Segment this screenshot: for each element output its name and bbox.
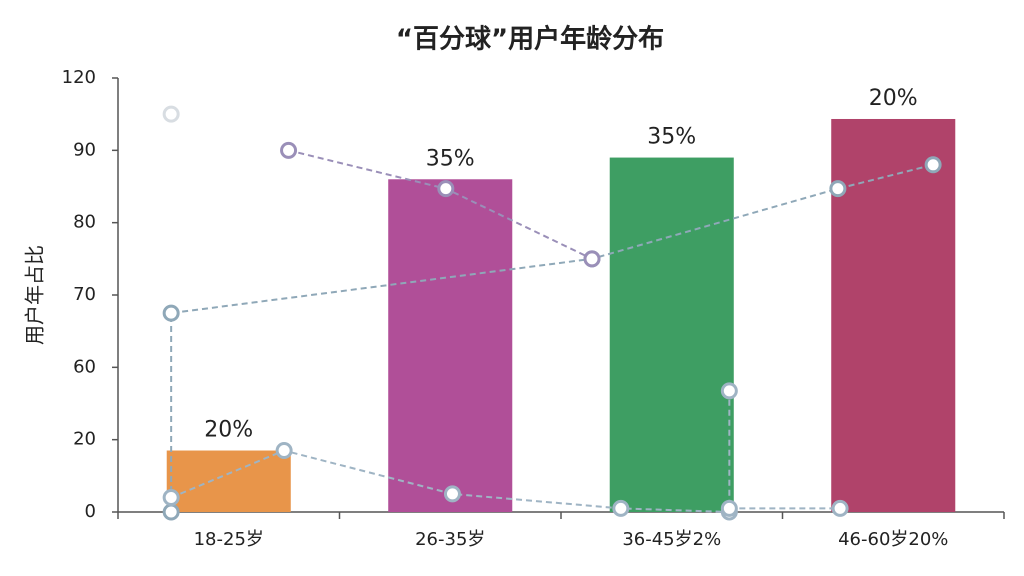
line-point xyxy=(162,304,180,322)
line-point xyxy=(829,180,847,198)
line-point xyxy=(583,250,601,268)
x-tick-label: 36-45岁2% xyxy=(622,529,721,550)
line-point xyxy=(162,503,180,521)
y-tick-label: 0 xyxy=(85,501,96,522)
y-tick-label: 80 xyxy=(73,212,96,233)
trend-line xyxy=(170,390,841,514)
y-tick-label: 20 xyxy=(73,429,96,450)
line-point xyxy=(443,485,461,503)
x-tick-label: 46-60岁20% xyxy=(838,529,948,550)
line-point xyxy=(275,442,293,460)
line-point xyxy=(924,156,942,174)
y-tick-label: 60 xyxy=(73,356,96,377)
bar xyxy=(831,118,956,512)
y-tick-label: 120 xyxy=(62,67,96,88)
chart-title: “百分球”用户年龄分布 xyxy=(396,24,664,55)
annotation: 20% xyxy=(869,86,918,111)
line-point xyxy=(162,489,180,507)
line-point xyxy=(437,180,455,198)
line-point xyxy=(612,499,630,517)
x-tick-label: 18-25岁 xyxy=(194,529,264,550)
x-tick-label: 26-35岁 xyxy=(415,529,485,550)
line-point xyxy=(162,105,180,123)
y-axis-label: 用户年占比 xyxy=(23,245,47,345)
line-point xyxy=(280,141,298,159)
line-point xyxy=(720,382,738,400)
line-point xyxy=(720,499,738,517)
annotation: 35% xyxy=(426,146,475,171)
annotation: 20% xyxy=(204,418,253,443)
annotation: 35% xyxy=(647,125,696,150)
bar xyxy=(166,450,291,512)
y-tick-label: 90 xyxy=(73,139,96,160)
bar xyxy=(388,179,513,512)
y-tick-label: 70 xyxy=(73,284,96,305)
bar xyxy=(609,157,734,513)
line-point xyxy=(831,499,849,517)
